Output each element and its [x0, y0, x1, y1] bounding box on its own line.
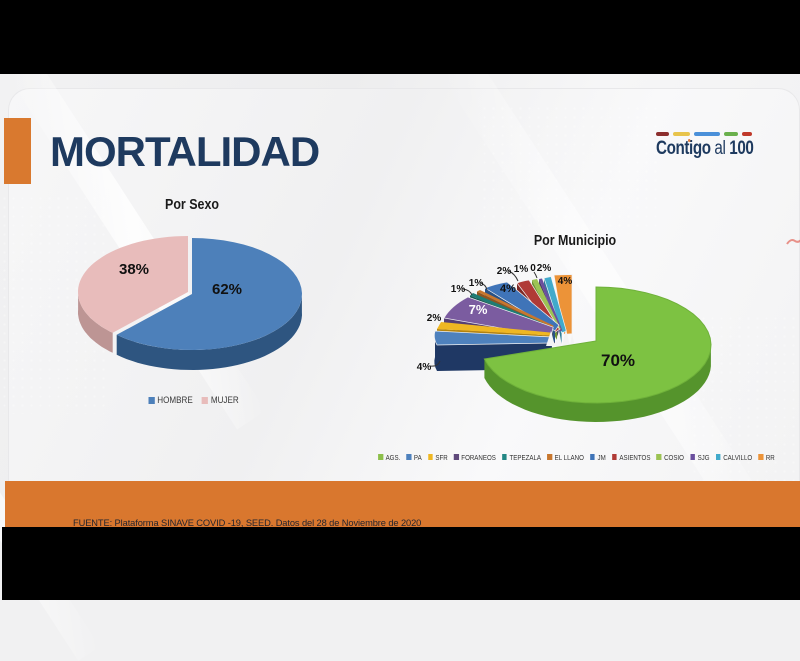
svg-text:7%: 7%	[469, 302, 488, 317]
svg-text:4%: 4%	[417, 362, 432, 373]
svg-text:4%: 4%	[558, 276, 573, 287]
svg-text:62%: 62%	[212, 281, 242, 298]
svg-text:0: 0	[530, 263, 536, 274]
svg-text:38%: 38%	[119, 261, 149, 278]
svg-text:1%: 1%	[469, 278, 484, 289]
svg-text:70%: 70%	[601, 351, 635, 370]
svg-text:1%: 1%	[451, 284, 466, 295]
svg-text:2%: 2%	[497, 266, 512, 277]
svg-text:1%: 1%	[514, 264, 529, 275]
svg-text:2%: 2%	[427, 313, 442, 324]
svg-text:4%: 4%	[500, 283, 516, 295]
svg-text:2%: 2%	[537, 263, 552, 274]
